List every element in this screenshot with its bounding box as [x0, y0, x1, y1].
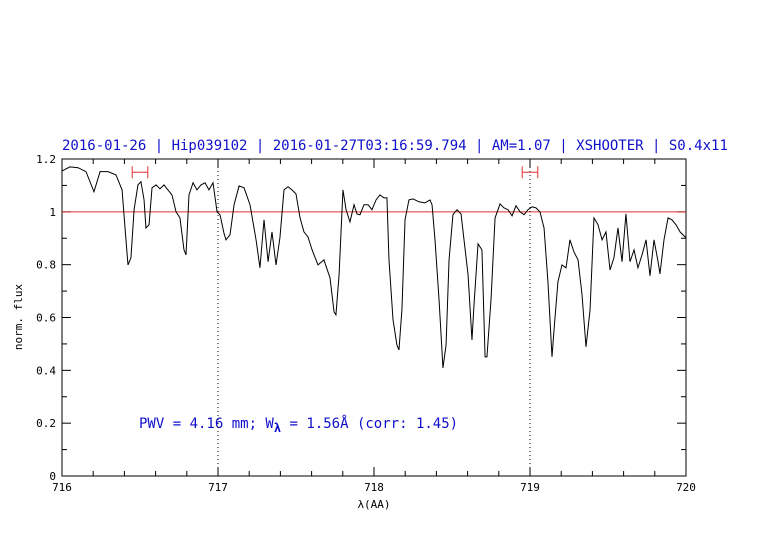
x-tick-label: 720 [676, 481, 696, 494]
y-tick-label: 0.2 [36, 417, 56, 430]
chart-title: 2016-01-26 | Hip039102 | 2016-01-27T03:1… [62, 138, 728, 154]
y-tick-label: 0.4 [36, 364, 56, 377]
y-tick-label: 1 [49, 206, 56, 219]
annotation-part: PWV = 4.16 mm; W [139, 416, 274, 432]
y-tick-label: 0.8 [36, 259, 56, 272]
x-tick-label: 719 [520, 481, 540, 494]
annotation-subscript: λ [274, 421, 281, 435]
annotation: PWV = 4.16 mm; Wλ = 1.56Å (corr: 1.45) [139, 415, 458, 435]
y-tick-label: 0 [49, 470, 56, 483]
x-tick-label: 718 [364, 481, 384, 494]
x-tick-label: 716 [52, 481, 72, 494]
x-axis-label: λ(AA) [357, 498, 390, 511]
annotation-part: = 1.56Å (corr: 1.45) [281, 415, 458, 432]
y-tick-label: 1.2 [36, 153, 56, 166]
x-tick-label: 717 [208, 481, 228, 494]
y-axis-label: norm. flux [12, 284, 25, 351]
y-tick-label: 0.6 [36, 312, 56, 325]
spectrum-line [61, 166, 687, 369]
